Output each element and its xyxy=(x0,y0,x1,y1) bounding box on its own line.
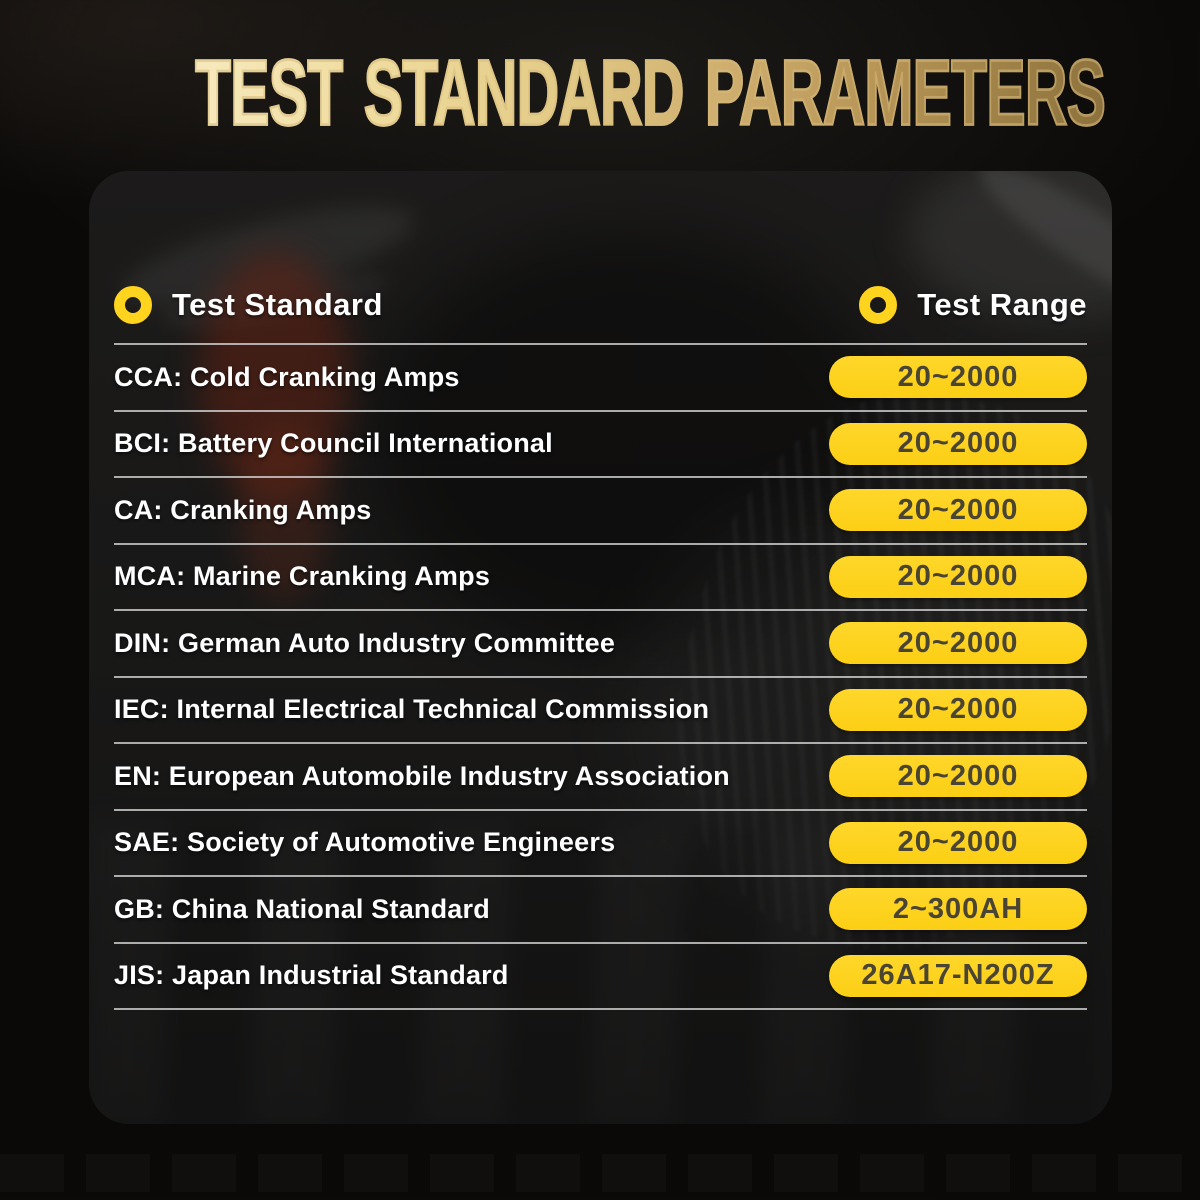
row-range-pill-label: 20~2000 xyxy=(897,427,1019,460)
row-standard-label: CA: Cranking Amps xyxy=(114,494,372,525)
row-standard-label: JIS: Japan Industrial Standard xyxy=(114,960,509,991)
table-row: GB: China National Standard 2~300AH xyxy=(114,877,1087,944)
row-range-pill: 2~300AH xyxy=(829,888,1087,931)
row-range-pill: 20~2000 xyxy=(829,755,1087,798)
table-rows: CCA: Cold Cranking Amps 20~2000 BCI: Bat… xyxy=(114,343,1087,1010)
row-standard-label: CCA: Cold Cranking Amps xyxy=(114,361,460,392)
table-header-row: Test Standard Test Range xyxy=(114,279,1087,331)
table-row: DIN: German Auto Industry Committee 20~2… xyxy=(114,611,1087,678)
table-row: JIS: Japan Industrial Standard 26A17-N20… xyxy=(114,944,1087,1010)
page-title-wrap: TEST STANDARD PARAMETERS xyxy=(0,45,1200,140)
row-range-pill-label: 26A17-N200Z xyxy=(861,959,1055,992)
row-range-pill-label: 2~300AH xyxy=(892,892,1024,925)
row-range-pill: 20~2000 xyxy=(829,489,1087,532)
row-range-pill: 20~2000 xyxy=(829,555,1087,598)
range-header-group: Test Range xyxy=(859,286,1087,324)
parameters-card: Test Standard Test Range CCA: Cold Crank… xyxy=(89,171,1112,1124)
row-range-pill-label: 20~2000 xyxy=(897,826,1019,859)
row-standard-label: GB: China National Standard xyxy=(114,893,490,924)
row-range-pill: 20~2000 xyxy=(829,688,1087,731)
row-standard-label: SAE: Society of Automotive Engineers xyxy=(114,827,616,858)
row-range-pill: 20~2000 xyxy=(829,622,1087,665)
row-standard-label: EN: European Automobile Industry Associa… xyxy=(114,760,730,791)
row-range-pill-label: 20~2000 xyxy=(897,493,1019,526)
standard-column-header: Test Standard xyxy=(172,287,383,322)
row-standard-label: BCI: Battery Council International xyxy=(114,428,553,459)
bottom-faint-blocks xyxy=(0,1154,1200,1192)
row-range-pill-label: 20~2000 xyxy=(897,626,1019,659)
row-standard-label: DIN: German Auto Industry Committee xyxy=(114,627,616,658)
row-range-pill: 20~2000 xyxy=(829,356,1087,399)
row-range-pill-label: 20~2000 xyxy=(897,693,1019,726)
table-row: IEC: Internal Electrical Technical Commi… xyxy=(114,678,1087,744)
ring-icon xyxy=(114,286,152,324)
table-row: CA: Cranking Amps 20~2000 xyxy=(114,478,1087,545)
parameters-table: Test Standard Test Range CCA: Cold Crank… xyxy=(89,171,1112,1124)
row-standard-label: IEC: Internal Electrical Technical Commi… xyxy=(114,694,710,725)
row-standard-label: MCA: Marine Cranking Amps xyxy=(114,561,491,592)
table-row: BCI: Battery Council International 20~20… xyxy=(114,412,1087,478)
row-range-pill: 20~2000 xyxy=(829,422,1087,465)
row-range-pill-label: 20~2000 xyxy=(897,560,1019,593)
table-row: EN: European Automobile Industry Associa… xyxy=(114,744,1087,811)
table-row: SAE: Society of Automotive Engineers 20~… xyxy=(114,811,1087,877)
standard-header-group: Test Standard xyxy=(114,286,383,324)
row-range-pill: 26A17-N200Z xyxy=(829,954,1087,997)
range-column-header: Test Range xyxy=(917,287,1087,322)
row-range-pill-label: 20~2000 xyxy=(897,759,1019,792)
row-range-pill: 20~2000 xyxy=(829,821,1087,864)
page-title: TEST STANDARD PARAMETERS xyxy=(194,41,1107,145)
row-range-pill-label: 20~2000 xyxy=(897,360,1019,393)
ring-icon xyxy=(859,286,898,324)
table-row: CCA: Cold Cranking Amps 20~2000 xyxy=(114,345,1087,412)
table-row: MCA: Marine Cranking Amps 20~2000 xyxy=(114,545,1087,611)
